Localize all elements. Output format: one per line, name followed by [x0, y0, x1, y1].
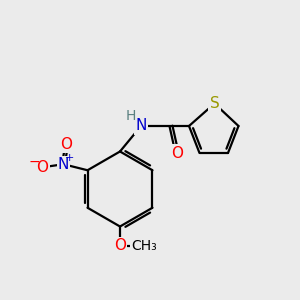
Text: CH₃: CH₃	[131, 239, 157, 253]
Text: N: N	[58, 157, 69, 172]
Text: −: −	[28, 155, 40, 169]
Text: +: +	[65, 153, 74, 163]
Text: N: N	[135, 118, 147, 134]
Text: O: O	[171, 146, 183, 160]
Text: S: S	[210, 96, 219, 111]
Text: O: O	[114, 238, 126, 253]
Text: O: O	[61, 137, 73, 152]
Text: H: H	[125, 109, 136, 122]
Text: O: O	[37, 160, 49, 175]
